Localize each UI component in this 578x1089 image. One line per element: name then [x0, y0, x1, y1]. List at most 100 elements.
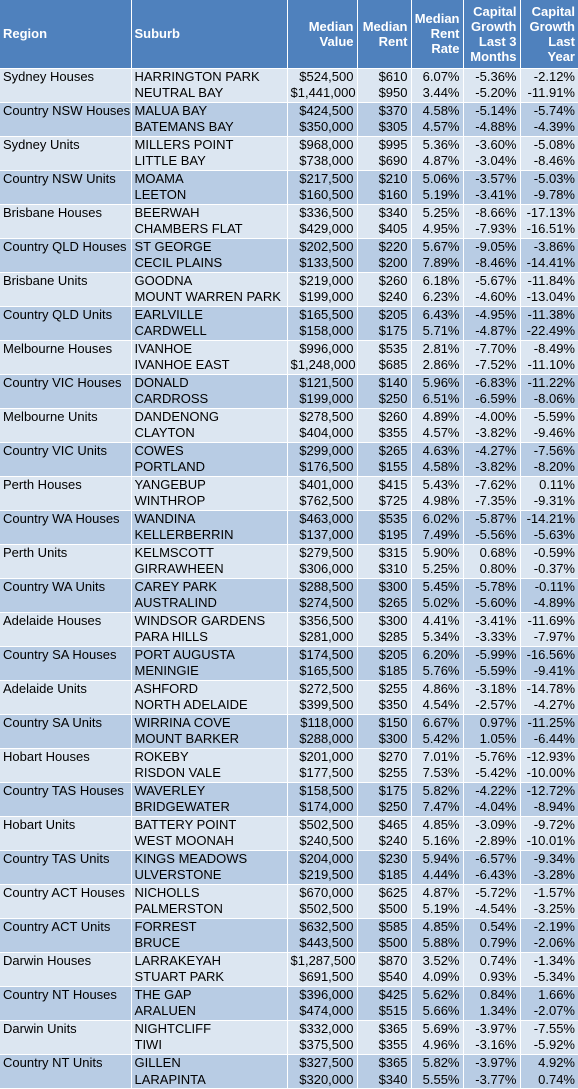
cell-growth-1y: -5.34%	[520, 969, 578, 986]
cell-growth-3m: -7.70%	[463, 339, 521, 357]
cell-median-rent-rate: 5.82%	[411, 781, 464, 799]
cell-suburb: CHAMBERS FLAT	[131, 221, 288, 238]
cell-median-rent: $300	[357, 611, 412, 629]
cell-median-value: $240,500	[287, 833, 358, 850]
cell-median-rent-rate: 4.44%	[411, 867, 464, 884]
cell-median-value: $272,500	[287, 679, 358, 697]
cell-median-rent-rate: 6.20%	[411, 645, 464, 663]
cell-region: Country NT Houses	[0, 985, 132, 1020]
table-row: LARAPINTA $320,000 $340 5.55% -3.77% 0.74%	[0, 1071, 578, 1088]
table-row: Hobart Units BATTERY POINT $502,500 $465 4.8…	[0, 815, 578, 850]
cell-median-rent: $150	[357, 713, 412, 731]
cell-median-rent-rate: 5.06%	[411, 169, 464, 187]
cell-median-rent: $355	[357, 1037, 412, 1054]
cell-growth-1y: -16.56%	[520, 645, 578, 663]
table-row: Country ACT Units FORREST $632,500 $585 4.85…	[0, 917, 578, 952]
cell-suburb: IVANHOE	[131, 339, 288, 357]
cell-median-rent-rate: 7.53%	[411, 765, 464, 782]
cell-growth-1y: -5.92%	[520, 1037, 578, 1054]
cell-median-value: $1,248,000	[287, 357, 358, 374]
cell-median-value: $350,000	[287, 119, 358, 136]
cell-median-rent: $255	[357, 765, 412, 782]
cell-region: Hobart Units	[0, 815, 132, 850]
table-row: PORTLAND $176,500 $155 4.58% -3.82% -8.20%	[0, 459, 578, 476]
cell-growth-3m: -2.89%	[463, 833, 521, 850]
cell-suburb: HARRINGTON PARK	[131, 67, 288, 85]
cell-region: Country SA Houses	[0, 645, 132, 680]
cell-median-value: $336,500	[287, 203, 358, 221]
cell-median-rent-rate: 4.63%	[411, 441, 464, 459]
cell-growth-1y: -7.55%	[520, 1019, 578, 1037]
cell-median-value: $133,500	[287, 255, 358, 272]
table-row: Country QLD Houses ST GEORGE $202,500 $220 5…	[0, 237, 578, 272]
cell-suburb: KELMSCOTT	[131, 543, 288, 561]
cell-median-rent-rate: 5.25%	[411, 203, 464, 221]
cell-median-rent-rate: 5.55%	[411, 1071, 464, 1088]
cell-median-rent: $500	[357, 901, 412, 918]
cell-median-value: $738,000	[287, 153, 358, 170]
cell-median-rent: $255	[357, 679, 412, 697]
cell-growth-1y: -12.93%	[520, 747, 578, 765]
header-median-rent-rate: Median Rent Rate	[411, 0, 464, 68]
table-row: Perth Houses YANGEBUP $401,000 $415 5.43% -7.…	[0, 475, 578, 510]
table-body: Sydney Houses HARRINGTON PARK $524,500 $610…	[0, 67, 578, 1088]
table-row: Country WA Houses WANDINA $463,000 $535 6.02…	[0, 509, 578, 544]
cell-median-rent-rate: 5.02%	[411, 595, 464, 612]
cell-median-value: $165,500	[287, 305, 358, 323]
table-row: Country SA Houses PORT AUGUSTA $174,500 $20…	[0, 645, 578, 680]
cell-median-rent: $465	[357, 815, 412, 833]
table-row: KELLERBERRIN $137,000 $195 7.49% -5.56% -5.63…	[0, 527, 578, 544]
table-row: Country NT Units GILLEN $327,500 $365 5.82% -…	[0, 1053, 578, 1088]
cell-suburb: GILLEN	[131, 1053, 288, 1071]
cell-median-rent-rate: 5.34%	[411, 629, 464, 646]
cell-median-rent-rate: 4.85%	[411, 917, 464, 935]
cell-median-rent-rate: 3.44%	[411, 85, 464, 102]
table-row: Hobart Houses ROKEBY $201,000 $270 7.01% -5.7…	[0, 747, 578, 782]
cell-growth-3m: -8.66%	[463, 203, 521, 221]
cell-growth-1y: -4.39%	[520, 119, 578, 136]
cell-median-value: $137,000	[287, 527, 358, 544]
cell-suburb: KINGS MEADOWS	[131, 849, 288, 867]
cell-growth-3m: 0.93%	[463, 969, 521, 986]
cell-suburb: THE GAP	[131, 985, 288, 1003]
table-row: Country QLD Units EARLVILLE $165,500 $205 6.…	[0, 305, 578, 340]
cell-median-value: $199,000	[287, 289, 358, 306]
cell-median-rent: $260	[357, 407, 412, 425]
cell-region: Sydney Houses	[0, 67, 132, 102]
cell-median-rent-rate: 5.43%	[411, 475, 464, 493]
header-capital-growth-3m: Capital Growth Last 3 Months	[463, 0, 521, 68]
table-row: Country VIC Houses DONALD $121,500 $140 5.96…	[0, 373, 578, 408]
cell-growth-1y: -8.46%	[520, 153, 578, 170]
cell-suburb: BEERWAH	[131, 203, 288, 221]
cell-growth-1y: -11.25%	[520, 713, 578, 731]
table-row: Country TAS Houses WAVERLEY $158,500 $175 5.…	[0, 781, 578, 816]
table-row: BATEMANS BAY $350,000 $305 4.57% -4.88% -4.39…	[0, 119, 578, 136]
cell-growth-3m: 0.54%	[463, 917, 521, 935]
cell-median-rent-rate: 4.85%	[411, 815, 464, 833]
cell-median-value: $762,500	[287, 493, 358, 510]
cell-median-value: $201,000	[287, 747, 358, 765]
cell-median-rent: $870	[357, 951, 412, 969]
cell-suburb: MOUNT BARKER	[131, 731, 288, 748]
cell-median-rent: $625	[357, 883, 412, 901]
cell-region: Melbourne Units	[0, 407, 132, 442]
cell-growth-1y: -9.46%	[520, 425, 578, 442]
cell-median-rent-rate: 4.87%	[411, 153, 464, 170]
cell-median-value: $288,000	[287, 731, 358, 748]
cell-suburb: BATTERY POINT	[131, 815, 288, 833]
table-row: Melbourne Houses IVANHOE $996,000 $535 2.81%…	[0, 339, 578, 374]
cell-region: Country TAS Houses	[0, 781, 132, 816]
cell-suburb: ASHFORD	[131, 679, 288, 697]
cell-growth-3m: -5.78%	[463, 577, 521, 595]
cell-suburb: BATEMANS BAY	[131, 119, 288, 136]
cell-suburb: PORT AUGUSTA	[131, 645, 288, 663]
cell-growth-3m: -3.18%	[463, 679, 521, 697]
cell-growth-3m: 0.84%	[463, 985, 521, 1003]
cell-median-rent-rate: 5.19%	[411, 901, 464, 918]
cell-growth-3m: -6.83%	[463, 373, 521, 391]
cell-growth-3m: -3.77%	[463, 1071, 521, 1088]
cell-growth-1y: -11.91%	[520, 85, 578, 102]
table-row: PARA HILLS $281,000 $285 5.34% -3.33% -7.97%	[0, 629, 578, 646]
cell-median-rent-rate: 4.96%	[411, 1037, 464, 1054]
table-row: TIWI $375,500 $355 4.96% -3.16% -5.92%	[0, 1037, 578, 1054]
